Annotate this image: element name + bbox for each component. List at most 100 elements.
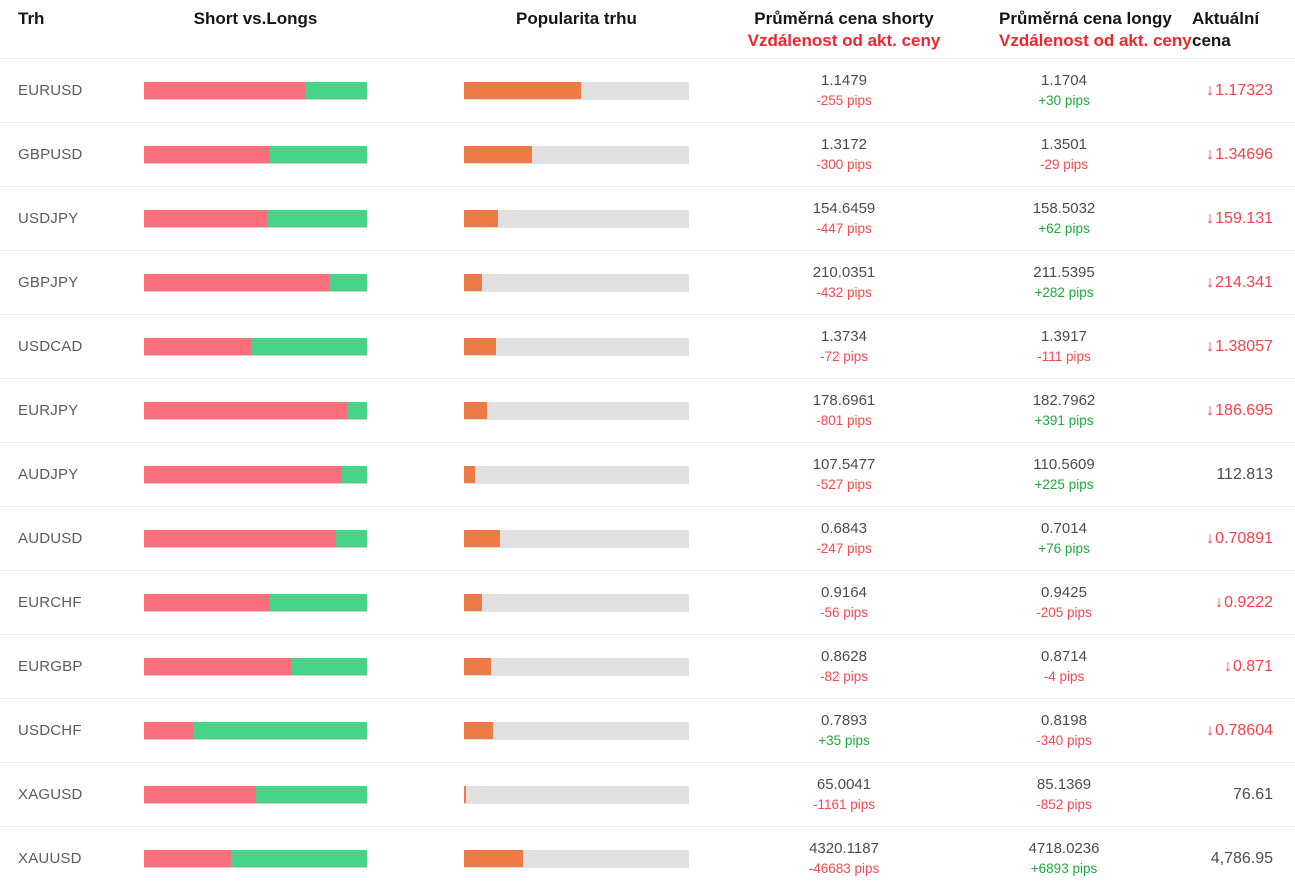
down-arrow-icon: ↓ bbox=[1206, 81, 1215, 99]
current-price-value: 0.70891 bbox=[1215, 529, 1273, 547]
short-vs-long-bar bbox=[144, 722, 367, 739]
table-row[interactable]: XAUUSD 4320.1187 -46683 pips 4718.0236 +… bbox=[0, 826, 1295, 889]
table-header: Trh Short vs.Longs Popularita trhu Průmě… bbox=[0, 0, 1295, 58]
table-row[interactable]: EURJPY 178.6961 -801 pips 182.7962 +391 … bbox=[0, 378, 1295, 442]
down-arrow-icon: ↓ bbox=[1206, 273, 1215, 291]
short-distance-pips: -82 pips bbox=[819, 668, 869, 684]
current-price: ↓0.9222 bbox=[1215, 594, 1273, 611]
table-row[interactable]: USDCHF 0.7893 +35 pips 0.8198 -340 pips … bbox=[0, 698, 1295, 762]
current-price: ↓0.871 bbox=[1224, 658, 1273, 675]
popularity-fill bbox=[464, 466, 476, 483]
popularity-bar bbox=[464, 402, 689, 419]
market-label: USDCAD bbox=[18, 337, 83, 355]
short-distance-pips: -56 pips bbox=[819, 604, 869, 620]
short-segment bbox=[144, 850, 231, 867]
current-price-value: 4,786.95 bbox=[1210, 849, 1273, 867]
long-distance-pips: +282 pips bbox=[1034, 284, 1094, 300]
current-price: ↓0.78604 bbox=[1206, 722, 1273, 739]
popularity-fill bbox=[464, 786, 467, 803]
current-price: 4,786.95 bbox=[1210, 850, 1273, 867]
popularity-bar bbox=[464, 338, 689, 355]
popularity-fill bbox=[464, 338, 496, 355]
long-segment bbox=[268, 146, 367, 163]
short-vs-long-bar bbox=[144, 658, 367, 675]
popularity-bar bbox=[464, 530, 689, 547]
header-current-line1: Aktuální bbox=[1192, 9, 1260, 28]
long-distance-pips: +62 pips bbox=[1038, 220, 1090, 236]
header-popularity: Popularita trhu bbox=[516, 9, 637, 28]
short-distance-pips: -527 pips bbox=[816, 476, 872, 492]
current-price-value: 214.341 bbox=[1215, 273, 1273, 291]
long-segment bbox=[255, 786, 367, 803]
short-vs-long-bar bbox=[144, 146, 367, 163]
avg-long-price: 1.3917 bbox=[1041, 327, 1087, 345]
short-vs-long-bar bbox=[144, 594, 367, 611]
header-avg-long-subtitle: Vzdálenost od akt. ceny bbox=[999, 30, 1192, 50]
long-distance-pips: +76 pips bbox=[1038, 540, 1090, 556]
long-distance-pips: -29 pips bbox=[1039, 156, 1089, 172]
long-segment bbox=[251, 338, 367, 355]
avg-short-price: 1.3734 bbox=[821, 327, 867, 345]
popularity-fill bbox=[464, 82, 581, 99]
short-vs-long-bar bbox=[144, 338, 367, 355]
table-row[interactable]: AUDUSD 0.6843 -247 pips 0.7014 +76 pips … bbox=[0, 506, 1295, 570]
long-distance-pips: -340 pips bbox=[1036, 732, 1092, 748]
long-segment bbox=[342, 466, 367, 483]
short-vs-long-bar bbox=[144, 82, 367, 99]
short-vs-long-bar bbox=[144, 466, 367, 483]
market-label: XAGUSD bbox=[18, 785, 83, 803]
header-avg-short-subtitle: Vzdálenost od akt. ceny bbox=[747, 30, 941, 50]
short-distance-pips: -432 pips bbox=[816, 284, 872, 300]
avg-short-price: 4320.1187 bbox=[809, 839, 879, 857]
short-segment bbox=[144, 722, 194, 739]
short-segment bbox=[144, 594, 269, 611]
table-row[interactable]: GBPJPY 210.0351 -432 pips 211.5395 +282 … bbox=[0, 250, 1295, 314]
table-row[interactable]: AUDJPY 107.5477 -527 pips 110.5609 +225 … bbox=[0, 442, 1295, 506]
long-distance-pips: -852 pips bbox=[1036, 796, 1092, 812]
table-row[interactable]: XAGUSD 65.0041 -1161 pips 85.1369 -852 p… bbox=[0, 762, 1295, 826]
market-label: EURUSD bbox=[18, 81, 83, 99]
long-distance-pips: +225 pips bbox=[1034, 476, 1094, 492]
popularity-bar bbox=[464, 850, 689, 867]
avg-long-price: 1.3501 bbox=[1041, 135, 1087, 153]
down-arrow-icon: ↓ bbox=[1206, 401, 1215, 419]
table-row[interactable]: EURGBP 0.8628 -82 pips 0.8714 -4 pips ↓0… bbox=[0, 634, 1295, 698]
down-arrow-icon: ↓ bbox=[1206, 209, 1215, 227]
short-segment bbox=[144, 338, 252, 355]
avg-long-price: 85.1369 bbox=[1036, 775, 1092, 793]
current-price-value: 159.131 bbox=[1215, 209, 1273, 227]
current-price: ↓1.34696 bbox=[1206, 146, 1273, 163]
short-distance-pips: -1161 pips bbox=[812, 796, 876, 812]
long-segment bbox=[335, 530, 367, 547]
short-segment bbox=[144, 210, 267, 227]
table-row[interactable]: EURUSD 1.1479 -255 pips 1.1704 +30 pips … bbox=[0, 58, 1295, 122]
header-avg-long: Průměrná cena longy Vzdálenost od akt. c… bbox=[999, 8, 1192, 52]
avg-long-price: 4718.0236 bbox=[1028, 839, 1100, 857]
long-segment bbox=[268, 594, 367, 611]
popularity-bar bbox=[464, 658, 689, 675]
avg-short-price: 154.6459 bbox=[812, 199, 876, 217]
short-segment bbox=[144, 274, 330, 291]
market-label: GBPUSD bbox=[18, 145, 83, 163]
short-distance-pips: -300 pips bbox=[816, 156, 872, 172]
table-row[interactable]: USDCAD 1.3734 -72 pips 1.3917 -111 pips … bbox=[0, 314, 1295, 378]
table-row[interactable]: EURCHF 0.9164 -56 pips 0.9425 -205 pips … bbox=[0, 570, 1295, 634]
market-label: EURJPY bbox=[18, 401, 79, 419]
long-distance-pips: -111 pips bbox=[1037, 348, 1091, 364]
avg-short-price: 0.7893 bbox=[821, 711, 867, 729]
table-row[interactable]: USDJPY 154.6459 -447 pips 158.5032 +62 p… bbox=[0, 186, 1295, 250]
current-price: 76.61 bbox=[1232, 786, 1273, 803]
current-price: 112.813 bbox=[1215, 466, 1273, 483]
avg-short-price: 210.0351 bbox=[812, 263, 876, 281]
current-price: ↓1.17323 bbox=[1206, 82, 1273, 99]
current-price-value: 0.871 bbox=[1232, 657, 1273, 675]
avg-short-price: 1.3172 bbox=[821, 135, 867, 153]
market-label: EURCHF bbox=[18, 593, 82, 611]
table-row[interactable]: GBPUSD 1.3172 -300 pips 1.3501 -29 pips … bbox=[0, 122, 1295, 186]
popularity-fill bbox=[464, 530, 500, 547]
avg-short-price: 107.5477 bbox=[812, 455, 876, 473]
popularity-fill bbox=[464, 146, 532, 163]
short-vs-long-bar bbox=[144, 850, 367, 867]
avg-long-price: 211.5395 bbox=[1033, 263, 1095, 281]
